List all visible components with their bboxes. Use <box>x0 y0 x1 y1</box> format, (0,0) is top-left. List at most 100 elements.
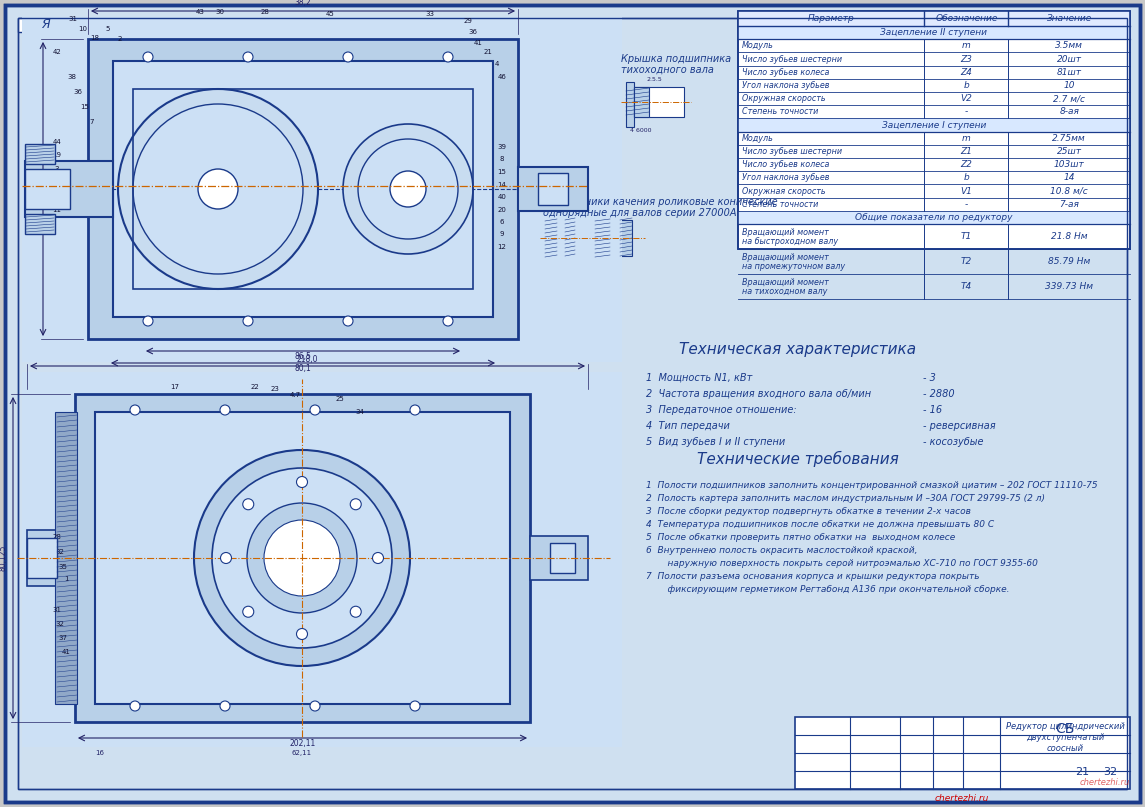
Bar <box>55 412 77 704</box>
Text: 30: 30 <box>215 9 224 15</box>
Text: 7-ая: 7-ая <box>1059 199 1080 209</box>
Text: 2.7 м/с: 2.7 м/с <box>1053 94 1085 103</box>
Text: 25шт: 25шт <box>1057 147 1082 156</box>
Bar <box>550 543 575 573</box>
Text: b: b <box>963 174 969 182</box>
Text: соосный: соосный <box>1047 744 1083 753</box>
Text: 39: 39 <box>497 144 506 150</box>
Circle shape <box>131 701 140 711</box>
Text: 20шт: 20шт <box>1057 55 1082 64</box>
Text: 1  Полости подшипников заполнить концентрированной смазкой циатим – 202 ГОСТ 111: 1 Полости подшипников заполнить концентр… <box>646 481 1098 490</box>
Bar <box>113 61 493 317</box>
Text: V1: V1 <box>961 186 972 195</box>
Text: 41: 41 <box>62 649 71 655</box>
Text: - 16: - 16 <box>923 405 942 415</box>
Circle shape <box>372 553 384 563</box>
Bar <box>626 82 634 127</box>
Bar <box>795 717 1130 789</box>
Text: 36: 36 <box>73 89 82 95</box>
Text: 339.73 Нм: 339.73 Нм <box>1045 282 1093 291</box>
Text: Модуль: Модуль <box>742 41 774 50</box>
Text: однорядные для валов серии 27000А: однорядные для валов серии 27000А <box>543 208 736 218</box>
Circle shape <box>344 316 353 326</box>
Text: Зацепление I ступени: Зацепление I ступени <box>882 120 986 129</box>
Text: 7: 7 <box>89 119 94 125</box>
Bar <box>538 173 568 205</box>
Text: 38: 38 <box>68 74 77 80</box>
Text: Степень точности: Степень точности <box>742 199 819 209</box>
Text: 86,5: 86,5 <box>294 352 311 361</box>
Circle shape <box>143 316 153 326</box>
Text: 28: 28 <box>261 9 269 15</box>
Text: 31: 31 <box>69 16 78 22</box>
Text: - косозубые: - косозубые <box>923 437 984 447</box>
Bar <box>25 144 55 164</box>
Text: двухступенчатый: двухступенчатый <box>1026 733 1104 742</box>
Text: 35: 35 <box>58 564 68 570</box>
Bar <box>25 161 113 217</box>
Text: T2: T2 <box>961 257 972 266</box>
Text: 36: 36 <box>468 29 477 35</box>
Text: - 3: - 3 <box>923 373 935 383</box>
Text: 103шт: 103шт <box>1053 160 1084 169</box>
Text: 10.8 м/с: 10.8 м/с <box>1050 186 1088 195</box>
Bar <box>739 11 1130 249</box>
Text: 2: 2 <box>118 36 123 42</box>
Text: m: m <box>962 134 971 143</box>
Text: 10: 10 <box>79 26 87 32</box>
Text: 4  Тип передачи: 4 Тип передачи <box>646 421 729 431</box>
Bar <box>27 538 57 578</box>
Circle shape <box>243 52 253 62</box>
Text: 34: 34 <box>356 409 364 415</box>
Text: 41: 41 <box>474 40 482 46</box>
Circle shape <box>350 499 361 510</box>
Circle shape <box>198 169 238 209</box>
Bar <box>88 39 518 339</box>
Bar <box>25 169 70 209</box>
Text: Обозначение: Обозначение <box>935 14 997 23</box>
Text: m: m <box>962 41 971 50</box>
Text: Параметр: Параметр <box>807 14 854 23</box>
Text: на тихоходном валу: на тихоходном валу <box>742 287 828 296</box>
Text: Число зубьев шестерни: Число зубьев шестерни <box>742 147 842 156</box>
Text: 4 6000: 4 6000 <box>630 128 652 133</box>
Bar <box>545 217 556 259</box>
Text: Я: Я <box>41 19 49 31</box>
Bar <box>619 220 632 256</box>
Text: 23: 23 <box>270 386 279 392</box>
Circle shape <box>243 499 254 510</box>
Text: 45: 45 <box>325 11 334 17</box>
Text: 28: 28 <box>53 534 62 540</box>
Bar <box>739 26 1130 40</box>
Text: 27: 27 <box>53 180 62 186</box>
Bar <box>564 220 575 256</box>
Text: 21: 21 <box>1075 767 1089 777</box>
Text: 9: 9 <box>499 231 504 237</box>
Circle shape <box>220 405 230 415</box>
Text: 81шт: 81шт <box>1057 68 1082 77</box>
Text: Z4: Z4 <box>961 68 972 77</box>
Text: 31: 31 <box>53 607 62 613</box>
Circle shape <box>243 606 254 617</box>
Text: 32: 32 <box>56 549 64 555</box>
Text: Техническая характеристика: Техническая характеристика <box>679 342 916 357</box>
Text: Крышка подшипника: Крышка подшипника <box>621 54 732 64</box>
Text: СБ: СБ <box>1056 722 1075 736</box>
Text: 21: 21 <box>483 49 492 55</box>
Text: Z1: Z1 <box>961 147 972 156</box>
Bar <box>739 11 1130 249</box>
Circle shape <box>264 520 340 596</box>
Text: 14: 14 <box>1064 174 1075 182</box>
Text: 11: 11 <box>53 207 62 213</box>
Bar <box>133 89 473 289</box>
Circle shape <box>344 124 473 254</box>
Text: Число зубьев колеса: Число зубьев колеса <box>742 160 829 169</box>
Circle shape <box>220 701 230 711</box>
Text: -: - <box>965 107 968 116</box>
Text: 12: 12 <box>498 244 506 250</box>
Text: Модуль: Модуль <box>742 134 774 143</box>
Bar <box>739 11 1130 26</box>
Text: 32: 32 <box>56 621 64 627</box>
Text: Вращающий момент: Вращающий момент <box>742 278 829 287</box>
Circle shape <box>143 52 153 62</box>
